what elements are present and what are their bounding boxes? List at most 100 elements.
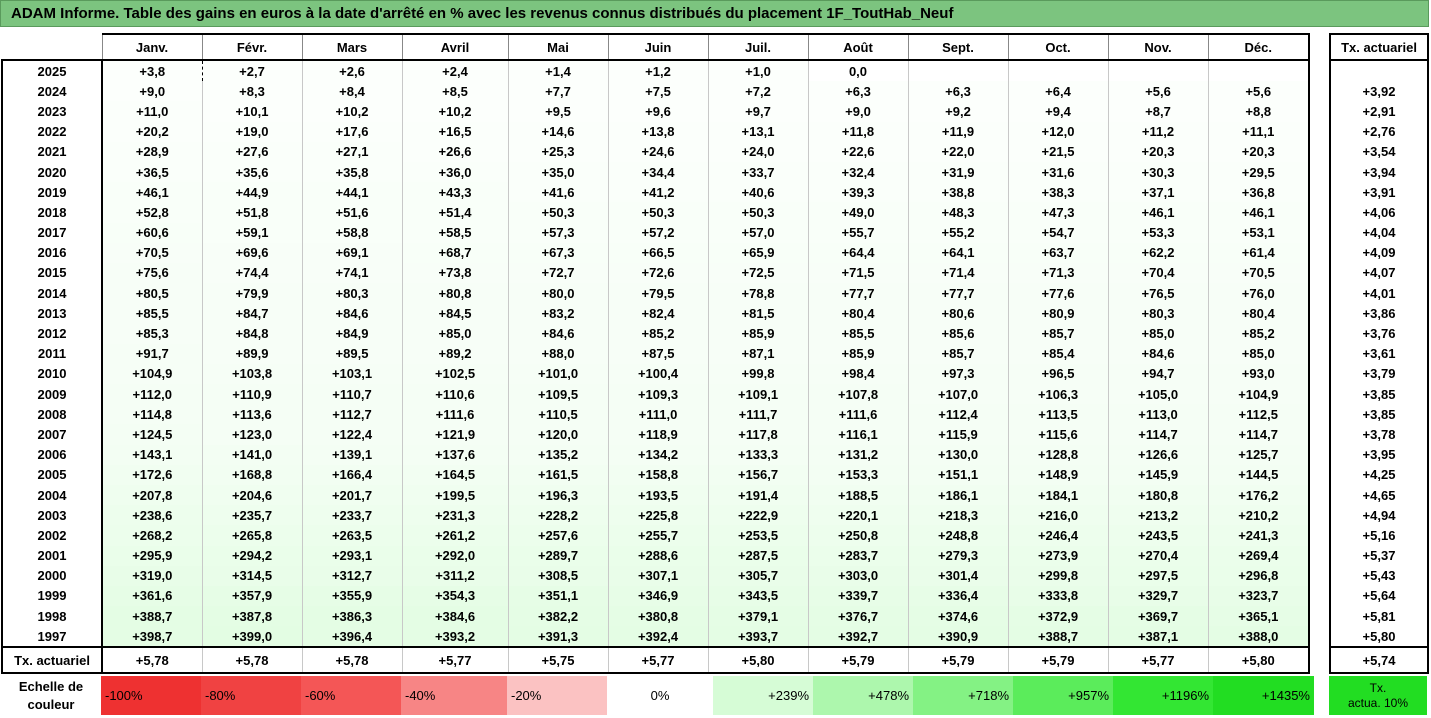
- gain-cell: +392,7: [807, 626, 908, 649]
- gain-cell: +82,4: [607, 303, 708, 324]
- gain-cell: +161,5: [507, 464, 608, 485]
- rate-row: +5,64: [1329, 585, 1429, 607]
- gain-cell: +83,2: [507, 303, 608, 324]
- gain-cell: +114,7: [1207, 424, 1310, 445]
- table-row: 2008 +114,8 +113,6 +112,7 +111,6 +110,5 +111,0…: [1, 404, 1310, 425]
- gain-cell: +263,5: [301, 525, 402, 546]
- summary-rate-cell: +5,80: [707, 646, 808, 675]
- year-cell: 2015: [1, 262, 103, 284]
- gain-cell: +31,9: [907, 161, 1008, 183]
- gain-cell: +103,1: [301, 363, 402, 384]
- gain-cell: +91,7: [101, 343, 202, 364]
- gain-cell: +34,4: [607, 161, 708, 183]
- gain-cell: +100,4: [607, 363, 708, 384]
- rate-cell: +5,16: [1329, 525, 1429, 546]
- table-row: 2022 +20,2 +19,0 +17,6 +16,5 +14,6 +13,8 +13,1 +…: [1, 121, 1310, 142]
- gain-cell: +114,8: [101, 404, 202, 425]
- gain-cell: +105,0: [1107, 384, 1208, 405]
- gain-cell: +387,1: [1107, 626, 1208, 649]
- scale-cell-negative: -80%: [201, 676, 301, 715]
- gain-cell: +85,4: [1007, 343, 1108, 364]
- gain-cell: +311,2: [401, 565, 508, 586]
- summary-label: Tx. actuariel: [1, 646, 103, 675]
- gain-cell: +46,1: [1207, 202, 1310, 223]
- gain-cell: +84,8: [201, 323, 302, 344]
- gain-cell: +220,1: [807, 505, 908, 526]
- gain-cell: +51,8: [201, 202, 302, 223]
- gain-cell: +22,6: [807, 141, 908, 162]
- gain-cell: +73,8: [401, 262, 508, 284]
- gain-cell: +369,7: [1107, 606, 1208, 627]
- rate-row: +4,25: [1329, 464, 1429, 485]
- rate-cell: +4,94: [1329, 505, 1429, 526]
- gain-cell: +72,6: [607, 262, 708, 284]
- rate-row: +2,91: [1329, 101, 1429, 122]
- gain-cell: +30,3: [1107, 161, 1208, 183]
- gain-cell: +13,8: [607, 121, 708, 142]
- gain-cell: +87,5: [607, 343, 708, 364]
- gain-cell: +336,4: [907, 585, 1008, 607]
- rate-cell: +3,78: [1329, 424, 1429, 445]
- gain-cell: +9,0: [101, 81, 202, 102]
- gain-cell: +77,7: [907, 283, 1008, 304]
- gain-cell: +115,9: [907, 424, 1008, 445]
- gain-cell: +180,8: [1107, 484, 1208, 506]
- rate-row: +2,76: [1329, 121, 1429, 142]
- table-row: 2001 +295,9 +294,2 +293,1 +292,0 +289,7 +288,6…: [1, 545, 1310, 566]
- gain-cell: +120,0: [507, 424, 608, 445]
- gain-cell: +24,6: [607, 141, 708, 162]
- gain-cell: +305,7: [707, 565, 808, 586]
- gain-cell: +36,8: [1207, 182, 1310, 203]
- year-cell: 2020: [1, 161, 103, 183]
- gain-cell: +287,5: [707, 545, 808, 566]
- gain-cell: +301,4: [907, 565, 1008, 586]
- gain-cell: +27,1: [301, 141, 402, 162]
- year-cell: 2008: [1, 404, 103, 425]
- gain-cell: +112,7: [301, 404, 402, 425]
- gain-cell: +1,0: [707, 60, 808, 82]
- gain-cell: +193,5: [607, 484, 708, 506]
- gain-cell: +10,2: [401, 101, 508, 122]
- gain-cell: +29,5: [1207, 161, 1310, 183]
- gain-cell: +11,2: [1107, 121, 1208, 142]
- rate-row: +3,92: [1329, 81, 1429, 102]
- gain-cell: +71,4: [907, 262, 1008, 284]
- gain-cell: +145,9: [1107, 464, 1208, 485]
- gain-cell: +38,8: [907, 182, 1008, 203]
- gain-cell: +54,7: [1007, 222, 1108, 243]
- gain-cell: +235,7: [201, 505, 302, 526]
- rate-row: +4,94: [1329, 505, 1429, 526]
- rate-cell: +5,37: [1329, 545, 1429, 566]
- rate-cell: +3,92: [1329, 81, 1429, 102]
- gain-cell: +231,3: [401, 505, 508, 526]
- gain-cell: +50,3: [607, 202, 708, 223]
- year-cell: 1999: [1, 585, 103, 607]
- gain-cell: +153,3: [807, 464, 908, 485]
- gain-cell: +125,7: [1207, 444, 1310, 465]
- gain-cell: +85,3: [101, 323, 202, 344]
- gain-cell: +283,7: [807, 545, 908, 566]
- gain-cell: +28,9: [101, 141, 202, 162]
- month-header: Mai: [507, 33, 608, 61]
- summary-rate-cell: +5,77: [607, 646, 708, 675]
- rate-cell: +3,86: [1329, 303, 1429, 324]
- gain-cell: +85,5: [807, 323, 908, 344]
- gain-cell: +26,6: [401, 141, 508, 162]
- gain-cell: +106,3: [1007, 384, 1108, 405]
- rate-cell: +4,09: [1329, 242, 1429, 263]
- month-header: Nov.: [1107, 33, 1208, 61]
- gain-cell: +70,5: [101, 242, 202, 263]
- gain-cell: +121,9: [401, 424, 508, 445]
- gain-cell: +74,4: [201, 262, 302, 284]
- gain-cell: +57,2: [607, 222, 708, 243]
- gain-cell: +158,8: [607, 464, 708, 485]
- gain-cell: +1,2: [607, 60, 708, 82]
- gain-cell: +133,3: [707, 444, 808, 465]
- gain-cell: +96,5: [1007, 363, 1108, 384]
- gain-cell: +8,7: [1107, 101, 1208, 122]
- gain-cell: +31,6: [1007, 161, 1108, 183]
- gain-cell: +66,5: [607, 242, 708, 263]
- gain-cell: +57,0: [707, 222, 808, 243]
- rate-cell: +4,01: [1329, 283, 1429, 304]
- gain-cell: +44,9: [201, 182, 302, 203]
